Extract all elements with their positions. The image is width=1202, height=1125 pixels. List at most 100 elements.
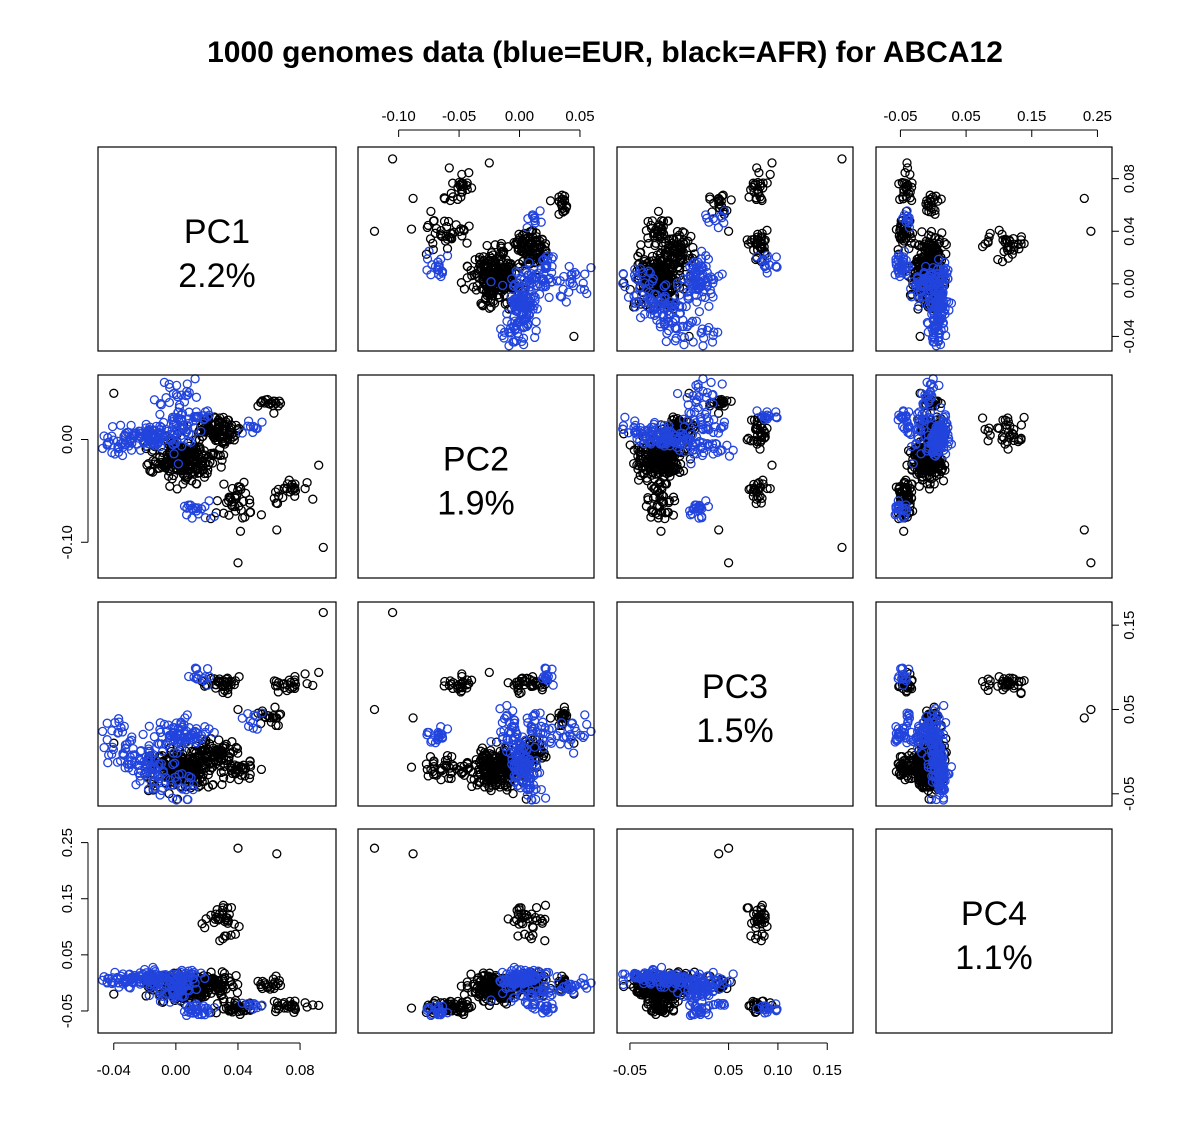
data-point-eur [531, 325, 541, 336]
data-point-eur [518, 339, 529, 350]
data-point-afr [723, 558, 734, 568]
data-point-eur [688, 337, 698, 347]
data-point-afr [428, 244, 438, 255]
data-point-afr [476, 298, 486, 309]
data-point-afr [656, 526, 666, 536]
data-point-afr [233, 704, 243, 715]
data-point-afr [233, 558, 243, 568]
data-point-afr [436, 230, 446, 241]
data-point-eur [135, 445, 146, 455]
data-point-afr [448, 178, 458, 188]
data-point-eur [515, 274, 526, 284]
data-point-afr [109, 388, 119, 398]
data-point-afr [406, 224, 417, 234]
data-point-eur [496, 324, 506, 334]
data-point-afr [522, 249, 532, 259]
data-point-afr [459, 284, 470, 294]
data-point-eur [530, 332, 540, 343]
data-point-afr [569, 331, 579, 342]
data-point-eur [545, 273, 555, 283]
data-point-eur [540, 793, 551, 803]
data-point-afr [723, 226, 734, 236]
data-point-eur [544, 292, 554, 303]
data-point-eur [115, 420, 126, 430]
data-point-afr [441, 231, 451, 241]
data-point-afr [256, 510, 267, 520]
data-point-afr [478, 252, 489, 262]
data-point-afr [369, 226, 380, 236]
data-point-afr [224, 510, 234, 520]
data-point-eur [190, 374, 200, 384]
data-point-afr [439, 193, 449, 203]
data-point-eur [623, 292, 634, 302]
data-point-eur [719, 218, 729, 228]
data-point-afr [487, 248, 497, 258]
data-point-afr [488, 279, 499, 289]
data-point-eur [579, 284, 590, 295]
data-point-afr [471, 285, 481, 295]
data-point-eur [520, 265, 530, 275]
data-point-afr [1079, 193, 1089, 204]
data-point-eur [536, 217, 546, 227]
data-point-afr [754, 168, 764, 178]
data-point-afr [537, 234, 547, 244]
data-point-afr [426, 206, 436, 217]
data-point-eur [722, 440, 732, 450]
chart-title: 1000 genomes data (blue=EUR, black=AFR) … [207, 36, 1003, 69]
data-point-eur [698, 374, 708, 384]
data-point-afr [256, 764, 267, 775]
data-point-eur [531, 317, 541, 327]
data-point-eur [126, 420, 136, 431]
data-point-afr [428, 238, 438, 248]
data-point-afr [245, 507, 255, 517]
data-point-afr [448, 229, 458, 239]
data-point-eur [946, 298, 957, 308]
diag-label-PC1: PC1 [184, 213, 250, 251]
panel-PC2-PC4 [875, 374, 1113, 579]
data-point-afr [899, 526, 909, 536]
data-point-eur [771, 252, 781, 262]
data-point-eur [694, 306, 705, 317]
data-point-eur [586, 262, 596, 273]
panel-frame [357, 146, 595, 352]
data-point-afr [625, 440, 635, 450]
panel-frame [97, 146, 337, 352]
data-point-eur [486, 277, 496, 287]
data-point-afr [837, 542, 847, 553]
data-point-afr [1086, 226, 1096, 236]
data-point-afr [977, 413, 988, 423]
data-point-afr [485, 286, 495, 296]
data-point-afr [924, 484, 935, 494]
data-point-afr [444, 163, 454, 173]
data-point-eur [717, 379, 727, 389]
panel-PC1-PC3 [616, 146, 854, 352]
data-point-afr [512, 237, 522, 247]
data-point-afr [486, 302, 496, 312]
panel-PC3-PC1 [97, 601, 337, 807]
data-point-afr [767, 158, 777, 168]
data-point-afr [462, 261, 473, 272]
data-point-eur [424, 246, 434, 256]
panel-frame [875, 374, 1113, 579]
data-point-eur [511, 266, 521, 276]
data-point-afr [479, 261, 489, 271]
data-point-eur [662, 328, 672, 338]
data-point-eur [698, 341, 708, 351]
data-point-eur [568, 281, 579, 291]
data-point-eur [510, 279, 520, 289]
data-point-eur [237, 713, 247, 723]
panel-frame [97, 374, 337, 579]
data-point-afr [752, 163, 762, 173]
data-point-afr [714, 525, 724, 535]
data-point-eur [620, 412, 630, 422]
data-point-eur [524, 257, 534, 268]
data-point-eur [505, 328, 516, 338]
data-point-eur [686, 459, 696, 469]
data-point-afr [308, 494, 318, 504]
data-point-eur [522, 222, 532, 233]
data-point-afr [464, 168, 474, 178]
data-point-eur [204, 496, 214, 506]
panel-PC2-PC3 [616, 374, 854, 579]
data-point-eur [506, 292, 516, 302]
